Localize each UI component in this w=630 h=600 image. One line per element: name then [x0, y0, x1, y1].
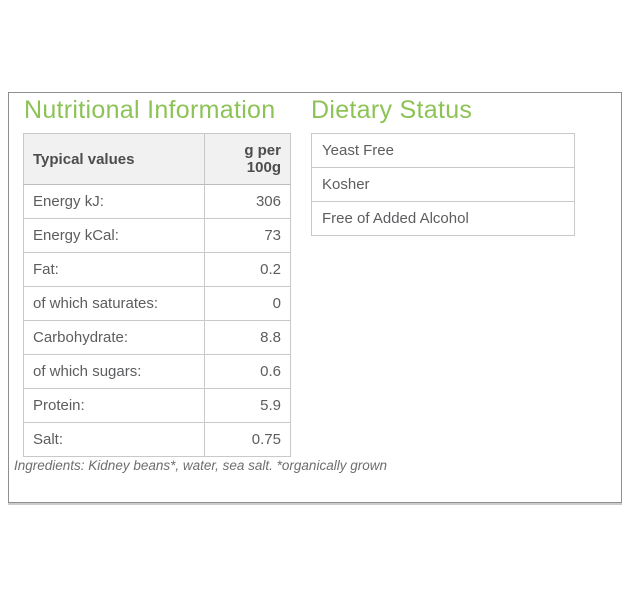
ingredients-text: Ingredients: Kidney beans*, water, sea s…: [14, 458, 387, 473]
row-label: Carbohydrate:: [23, 320, 205, 355]
product-info-panel: Nutritional Information Dietary Status T…: [8, 92, 622, 503]
table-row-energy-kcal: Energy kCal: 73: [23, 218, 291, 253]
row-value: 5.9: [204, 388, 291, 423]
row-value: 0: [204, 286, 291, 321]
nutritional-information-heading: Nutritional Information: [24, 96, 276, 124]
row-value: 73: [204, 218, 291, 253]
row-value: 8.8: [204, 320, 291, 355]
row-label: Fat:: [23, 252, 205, 287]
row-label: of which sugars:: [23, 354, 205, 389]
row-value: 0.6: [204, 354, 291, 389]
row-label: of which saturates:: [23, 286, 205, 321]
row-value: 0.2: [204, 252, 291, 287]
row-label: Protein:: [23, 388, 205, 423]
row-label: Energy kJ:: [23, 184, 205, 219]
table-row-saturates: of which saturates: 0: [23, 286, 291, 321]
list-item-yeast-free: Yeast Free: [312, 134, 574, 168]
dietary-status-heading: Dietary Status: [311, 96, 473, 124]
nutrition-header-unit: g per 100g: [204, 133, 291, 185]
row-value: 0.75: [204, 422, 291, 457]
dietary-status-list: Yeast Free Kosher Free of Added Alcohol: [311, 133, 575, 236]
nutrition-header-label: Typical values: [23, 133, 205, 185]
table-row-fat: Fat: 0.2: [23, 252, 291, 287]
table-row-carbohydrate: Carbohydrate: 8.8: [23, 320, 291, 355]
list-item-free-of-added-alcohol: Free of Added Alcohol: [322, 210, 469, 227]
list-item-kosher: Kosher: [312, 168, 574, 202]
nutrition-table-header-row: Typical values g per 100g: [23, 133, 291, 185]
table-row-energy-kj: Energy kJ: 306: [23, 184, 291, 219]
table-row-protein: Protein: 5.9: [23, 388, 291, 423]
table-row-salt: Salt: 0.75: [23, 422, 291, 457]
row-label: Salt:: [23, 422, 205, 457]
row-value: 306: [204, 184, 291, 219]
table-row-sugars: of which sugars: 0.6: [23, 354, 291, 389]
nutrition-table: Typical values g per 100g Energy kJ: 306…: [23, 133, 291, 457]
row-label: Energy kCal:: [23, 218, 205, 253]
